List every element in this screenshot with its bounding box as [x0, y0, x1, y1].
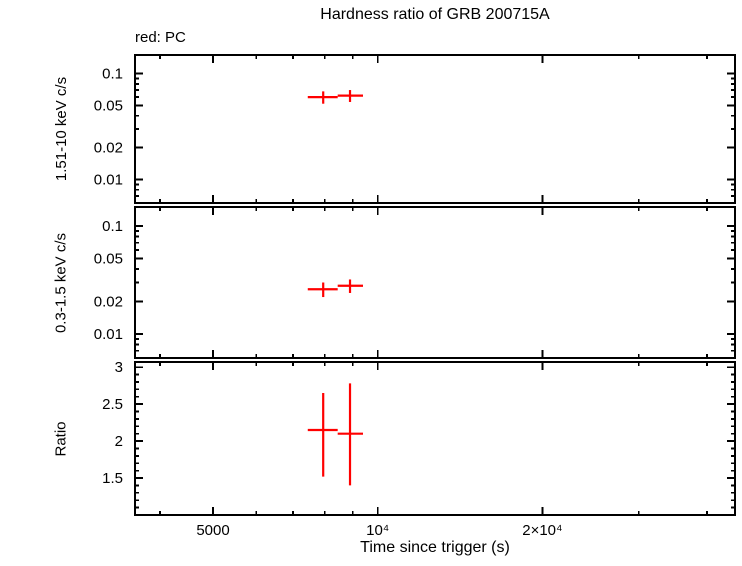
panel-frame [134, 361, 736, 516]
x-tick-label: 5000 [196, 522, 229, 539]
y-tick-label: 0.05 [94, 251, 123, 268]
y-tick-label: 0.02 [94, 140, 123, 157]
mode-legend: red: PC [135, 29, 186, 46]
y-tick-label: 0.02 [94, 294, 123, 311]
series-PC-soft-band [307, 279, 363, 298]
panel-ratio: 3 2.5 2 1.5 [102, 359, 736, 516]
y-tick-label: 2.5 [102, 396, 123, 413]
y-tick-label: 2 [115, 433, 123, 450]
x-tick-label: 2×10⁴ [522, 522, 562, 539]
series-PC-hard-band [307, 90, 363, 104]
y-tick-label: 0.1 [102, 66, 123, 83]
series-PC-ratio [307, 383, 363, 486]
y-tick-label: 1.5 [102, 470, 123, 487]
x-tick-label: 10⁴ [366, 522, 389, 539]
y-tick-label: 3 [115, 359, 123, 376]
panel-soft-band: 0.1 0.05 0.02 0.01 [94, 206, 736, 359]
chart-title: Hardness ratio of GRB 200715A [320, 6, 550, 23]
panel-frame [134, 206, 736, 359]
x-axis-label: Time since trigger (s) [360, 539, 510, 556]
panel-frame [134, 54, 736, 204]
y-tick-label: 0.1 [102, 218, 123, 235]
x-tick-labels: 5000 10⁴ 2×10⁴ [196, 522, 562, 539]
panel-hard-band: 0.1 0.05 0.02 0.01 [94, 54, 736, 204]
y-tick-label: 0.01 [94, 172, 123, 189]
y-tick-label: 0.01 [94, 326, 123, 343]
y-tick-label: 0.05 [94, 98, 123, 115]
